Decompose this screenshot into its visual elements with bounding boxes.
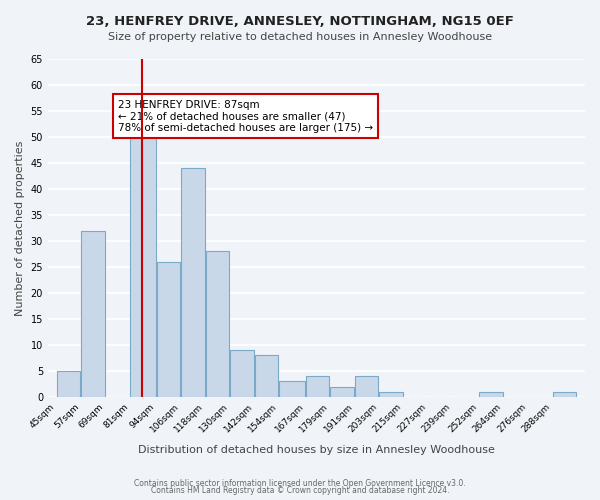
Bar (181, 168, 205, 397)
Bar (230, 350, 254, 397)
Bar (553, 392, 577, 397)
Bar (479, 392, 503, 397)
Text: 23, HENFREY DRIVE, ANNESLEY, NOTTINGHAM, NG15 0EF: 23, HENFREY DRIVE, ANNESLEY, NOTTINGHAM,… (86, 15, 514, 28)
Bar (130, 132, 155, 397)
Text: Contains HM Land Registry data © Crown copyright and database right 2024.: Contains HM Land Registry data © Crown c… (151, 486, 449, 495)
Bar (306, 376, 329, 397)
Bar (330, 386, 354, 397)
Bar (279, 382, 305, 397)
Bar (355, 376, 378, 397)
Bar (254, 356, 278, 397)
Bar (56, 371, 80, 397)
Text: Size of property relative to detached houses in Annesley Woodhouse: Size of property relative to detached ho… (108, 32, 492, 42)
Bar (81, 230, 104, 397)
X-axis label: Distribution of detached houses by size in Annesley Woodhouse: Distribution of detached houses by size … (138, 445, 495, 455)
Text: 23 HENFREY DRIVE: 87sqm
← 21% of detached houses are smaller (47)
78% of semi-de: 23 HENFREY DRIVE: 87sqm ← 21% of detache… (118, 100, 373, 133)
Bar (157, 262, 180, 397)
Bar (206, 252, 229, 397)
Y-axis label: Number of detached properties: Number of detached properties (15, 140, 25, 316)
Text: Contains public sector information licensed under the Open Government Licence v3: Contains public sector information licen… (134, 478, 466, 488)
Bar (379, 392, 403, 397)
